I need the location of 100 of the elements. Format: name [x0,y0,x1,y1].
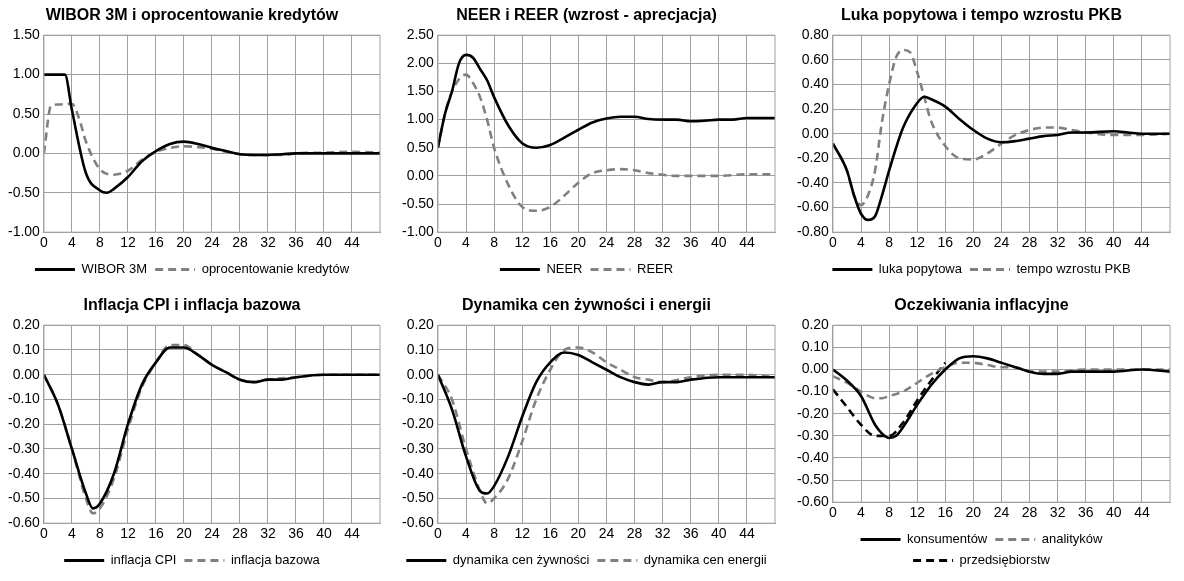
chart-title: Dynamika cen żywności i energii [462,296,711,314]
line-series [437,53,775,150]
legend-label: WIBOR 3M [81,261,148,277]
x-tick-label: 36 [288,234,304,251]
y-tick-label: -0.80 [796,223,830,240]
x-tick-label: 0 [40,525,49,542]
x-tick-label: 20 [176,234,192,251]
y-tick-label: 0.60 [801,50,830,67]
y-tick-label: 0.20 [801,99,830,116]
x-tick-label: 28 [626,234,643,251]
x-tick-label: 12 [909,234,926,251]
chart-title: NEER i REER (wzrost - aprecjacja) [456,6,717,24]
x-tick-label: 28 [232,525,248,542]
x-tick-label: 32 [260,525,276,542]
y-tick-label: 0.80 [801,26,830,43]
x-tick-label: 12 [514,525,531,542]
x-tick-label: 24 [598,525,615,542]
line-series [43,73,380,195]
y-tick-label: -0.60 [401,514,435,531]
y-tick-label: -0.60 [796,493,830,510]
x-tick-label: 44 [344,525,360,542]
x-tick-label: 32 [1049,504,1066,521]
x-tick-label: 40 [711,234,727,251]
legend-label: REER [637,261,674,277]
y-tick-label: 2.00 [406,54,435,71]
x-tick-label: 40 [316,234,332,251]
legend-label: analityków [1041,531,1104,547]
x-tick-label: 0 [40,234,49,251]
chart-title: Luka popytowa i tempo wzrostu PKB [841,6,1122,24]
x-tick-label: 36 [288,525,304,542]
x-tick-label: 0 [434,525,443,542]
y-tick-label: 0.10 [406,340,435,357]
legend-label: oprocentowanie kredytów [201,261,350,277]
x-tick-label: 16 [148,525,164,542]
x-tick-label: 32 [654,234,671,251]
y-tick-label: 1.00 [12,65,41,82]
x-tick-label: 44 [1134,234,1150,251]
x-tick-label: 16 [542,525,559,542]
x-tick-label: 24 [993,234,1010,251]
x-tick-label: 4 [462,525,471,542]
y-tick-label: 0.20 [801,316,830,333]
x-tick-label: 28 [1021,234,1038,251]
x-tick-label: 28 [1021,504,1038,521]
x-tick-label: 28 [232,234,248,251]
x-tick-label: 8 [96,234,105,251]
y-tick-label: -0.60 [796,198,830,215]
y-tick-label: -0.50 [7,183,41,200]
chart-title: WIBOR 3M i oprocentowanie kredytów [45,6,339,24]
y-tick-label: -0.50 [401,194,435,211]
y-tick-label: -1.00 [401,223,435,240]
y-tick-label: -1.00 [7,223,41,240]
x-tick-label: 16 [937,234,954,251]
y-tick-label: -0.50 [7,489,41,506]
x-tick-label: 40 [1106,234,1122,251]
y-tick-label: -0.40 [796,448,830,465]
y-tick-label: -0.30 [7,439,41,456]
y-tick-label: 0.20 [12,316,41,333]
y-tick-label: 0.10 [801,338,830,355]
y-tick-label: -0.40 [401,464,435,481]
y-tick-label: 1.00 [406,110,435,127]
x-tick-label: 44 [739,234,755,251]
x-tick-label: 12 [514,234,531,251]
x-tick-label: 0 [829,504,838,521]
y-tick-label: -0.20 [796,404,830,421]
y-tick-label: 0.00 [406,166,435,183]
line-series [832,354,1170,440]
y-tick-label: 1.50 [12,26,41,43]
line-series [832,95,1170,222]
x-tick-label: 20 [570,525,587,542]
legend-label: dynamika cen energii [643,552,767,568]
x-tick-label: 36 [682,234,699,251]
y-tick-label: -0.60 [7,514,41,531]
x-tick-label: 32 [260,234,276,251]
x-tick-label: 20 [570,234,587,251]
y-tick-label: 0.50 [406,138,435,155]
legend-label: dynamika cen żywności [452,552,590,568]
legend-label: tempo wzrostu PKB [1016,261,1131,277]
chart-title: Oczekiwania inflacyjne [894,296,1069,314]
x-tick-label: 12 [909,504,926,521]
x-tick-label: 16 [148,234,164,251]
y-tick-label: -0.50 [796,470,830,487]
x-tick-label: 12 [120,525,136,542]
y-tick-label: -0.20 [796,149,830,166]
y-tick-label: -0.50 [401,489,435,506]
x-tick-label: 40 [316,525,332,542]
x-tick-label: 44 [739,525,755,542]
y-tick-label: 1.50 [406,82,435,99]
y-tick-label: -0.30 [401,439,435,456]
y-tick-label: 0.10 [12,340,41,357]
x-tick-label: 32 [1049,234,1066,251]
legend-label: NEER [546,261,583,277]
x-tick-label: 28 [626,525,643,542]
x-tick-label: 4 [462,234,471,251]
chart-title: Inflacja CPI i inflacja bazowa [83,296,301,314]
x-tick-label: 24 [993,504,1010,521]
y-tick-label: 0.50 [12,104,41,121]
y-tick-label: -0.40 [796,173,830,190]
y-tick-label: -0.40 [7,464,41,481]
x-tick-label: 8 [885,234,894,251]
y-tick-label: 0.00 [801,124,830,141]
